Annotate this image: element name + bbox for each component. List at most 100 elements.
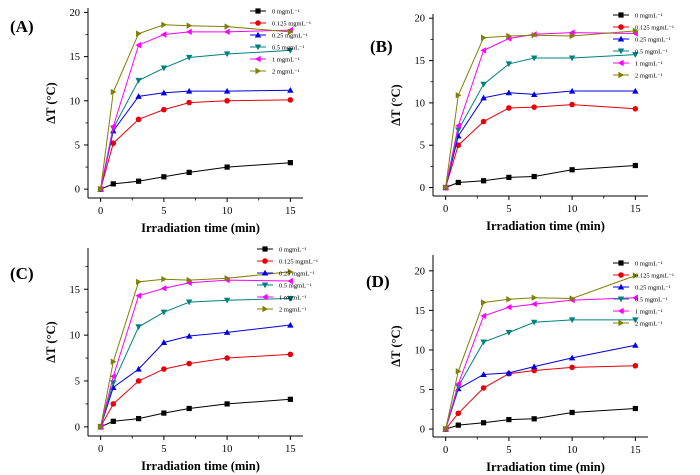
data-point [531,31,538,39]
data-point [110,123,116,130]
series-line [445,365,636,430]
series-0 [443,405,638,432]
series-line [445,165,636,188]
data-point [530,300,537,308]
series-1 [97,351,294,430]
data-point [481,34,487,41]
legend-label: 0.25 mgmL⁻¹ [272,32,308,39]
data-point [224,97,230,104]
legend-label: 0.125 mgmL⁻¹ [279,258,318,265]
data-point [135,365,142,372]
data-point [224,355,230,361]
legend-marker [261,269,269,276]
x-tick-label: 0 [98,444,103,455]
legend-label: 0 mgmL⁻¹ [635,260,663,267]
series-line [100,89,291,190]
legend-label: 2 mgmL⁻¹ [279,306,307,313]
data-point [186,22,193,29]
legend-label: 1 mgmL⁻¹ [635,308,663,315]
data-point [632,294,638,301]
legend-label: 0.5 mgmL⁻¹ [635,48,668,55]
data-point [185,54,193,61]
data-point [287,28,294,36]
data-point [632,87,639,94]
x-tick-label: 5 [506,204,511,215]
x-axis-title: Irradiation time (min) [486,219,605,233]
y-tick-label: 15 [70,285,81,296]
series-line [445,30,636,188]
data-point [160,309,168,316]
data-point [632,162,638,169]
y-tick-label: 15 [70,52,81,63]
legend-marker [618,319,625,327]
data-point [505,369,513,376]
data-point [135,292,142,299]
data-point [224,164,230,170]
data-point [506,32,513,40]
legend-label: 0 mgmL⁻¹ [635,12,663,19]
data-point [110,181,116,187]
legend-marker [618,24,624,30]
data-point [506,416,512,423]
chart-panel-2: (C) 0 5 10 15 0 5 10 15 Irradiation time (min) ΔT … [10,246,318,473]
data-point [530,55,538,62]
data-point [161,174,167,180]
data-point [531,416,537,422]
data-point [161,366,167,372]
data-point [569,32,576,40]
data-point [110,140,117,147]
series-2 [97,321,294,430]
y-tick-label: 10 [70,331,81,342]
data-point [287,295,294,302]
series-line [445,319,636,430]
panel-label: (B) [370,37,393,56]
data-point [480,178,487,184]
legend-label: 0.25 mgmL⁻¹ [635,36,671,43]
series-line [100,324,291,427]
data-point [287,47,294,54]
legend: 0 mgmL⁻¹ 0.125 mgmL⁻¹ 0.25 mgmL⁻¹ 0.5 mgmL⁻… [250,8,311,75]
data-point [160,285,167,292]
legend-marker [617,307,624,315]
data-point [506,105,512,111]
data-point [632,27,639,35]
legend-marker [254,31,262,38]
data-point [185,332,193,339]
data-point [186,99,192,106]
legend-label: 0 mgmL⁻¹ [272,8,300,15]
legend-label: 0.5 mgmL⁻¹ [279,282,312,289]
y-tick-label: 0 [420,425,425,436]
data-point [505,89,513,96]
data-point [505,304,512,311]
data-point [480,47,487,54]
data-point [455,422,461,428]
series-1 [442,362,639,432]
y-tick-label: 10 [415,98,426,109]
series-5 [443,27,639,191]
data-point [136,30,142,37]
series-line [100,99,291,190]
data-point [480,81,487,88]
chart-panel-1: (B) 0 5 10 15 0 5 10 15 20 Irradiation time (min) Δ… [370,12,674,233]
x-tick-label: 10 [567,204,578,215]
data-point [185,28,192,36]
series-line [100,162,291,190]
data-point [480,385,487,391]
y-tick-label: 20 [415,266,426,277]
legend-marker [617,283,625,290]
x-tick-label: 10 [222,206,233,217]
data-point [530,91,538,97]
data-point [186,169,192,175]
chart-panel-0: (A) 0 5 10 15 0 5 10 15 20 Irradiation time (min) Δ… [10,8,311,235]
legend-label: 0.25 mgmL⁻¹ [279,270,315,277]
panel-label: (C) [10,264,34,283]
data-point [186,405,192,412]
legend-label: 0.25 mgmL⁻¹ [635,284,671,291]
y-tick-label: 20 [415,14,426,25]
series-line [445,90,636,188]
legend-marker [254,55,261,63]
data-point [569,167,575,173]
y-tick-label: 5 [420,141,425,152]
legend-marker [618,12,624,18]
data-point [224,275,231,282]
